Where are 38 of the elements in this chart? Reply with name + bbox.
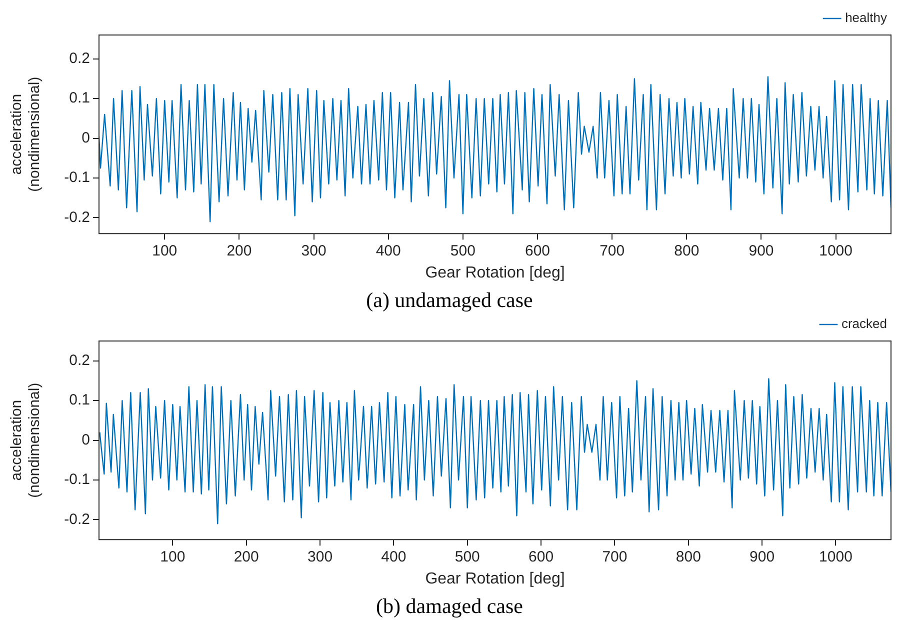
x-tick-label: 800: [674, 242, 700, 260]
y-tick-label: 0: [82, 431, 90, 448]
y-axis-title: acceleration (nondimensional): [8, 382, 44, 498]
x-tick-label: 300: [301, 242, 326, 260]
y-tick-label: -0.1: [64, 169, 90, 186]
legend-label: cracked: [841, 316, 888, 332]
y-tick-label: 0.1: [69, 90, 90, 107]
x-axis-title: Gear Rotation [deg]: [425, 570, 565, 588]
text: (a) undamaged case: [366, 288, 533, 312]
y-tick-label: -0.2: [64, 208, 90, 226]
x-tick-label: 400: [381, 548, 406, 566]
x-tick-label: 900: [750, 548, 775, 566]
x-tick-label: 100: [152, 242, 178, 260]
y-tick-label: 0.2: [69, 50, 90, 67]
x-tick-label: 500: [454, 548, 480, 566]
text: (b) damaged case: [376, 594, 523, 618]
x-tick-label: 700: [600, 242, 625, 260]
y-tick-label: 0: [82, 129, 90, 146]
legend-label: healthy: [845, 10, 888, 26]
x-tick-label: 800: [676, 548, 701, 566]
x-tick-label: 1000: [819, 548, 852, 566]
y-tick-label: -0.2: [64, 510, 90, 528]
y-axis-title: acceleration (nondimensional): [8, 76, 44, 192]
y-tick-label: 0.2: [69, 352, 90, 369]
x-tick-label: 500: [450, 242, 476, 260]
x-tick-label: 100: [160, 548, 186, 566]
x-tick-label: 200: [226, 242, 252, 260]
x-tick-label: 1000: [819, 242, 852, 260]
x-tick-label: 300: [308, 548, 333, 566]
x-tick-label: 600: [524, 242, 550, 260]
y-tick-label: -0.1: [64, 471, 90, 488]
x-tick-label: 700: [602, 548, 628, 566]
x-tick-label: 600: [528, 548, 554, 566]
x-tick-label: 400: [376, 242, 401, 260]
y-tick-label: 0.1: [69, 392, 90, 409]
x-tick-label: 900: [748, 242, 774, 260]
x-axis-title: Gear Rotation [deg]: [425, 264, 565, 282]
x-tick-label: 200: [234, 548, 259, 566]
